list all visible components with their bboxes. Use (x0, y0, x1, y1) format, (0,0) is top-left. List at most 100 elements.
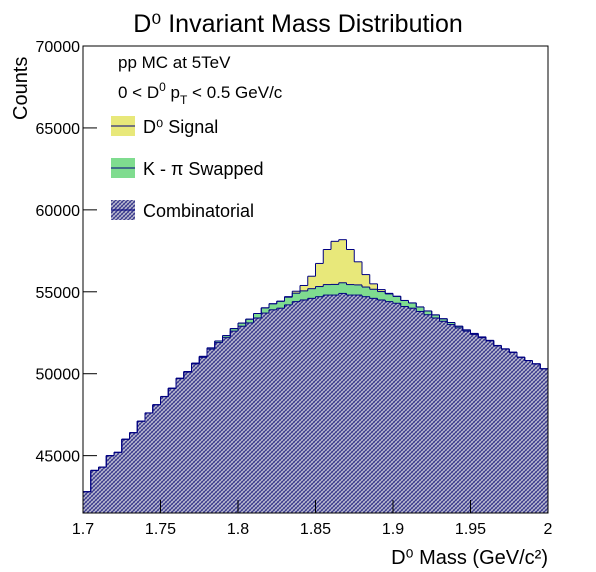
histogram-bin (439, 321, 448, 513)
histogram-bin (393, 296, 402, 304)
histogram-bin (517, 357, 526, 513)
histogram-bin (377, 291, 386, 300)
histogram-bin (400, 306, 409, 513)
histogram-bin (331, 241, 340, 285)
histogram-bin (230, 331, 239, 513)
annotation-part: < 0.5 GeV/c (187, 83, 282, 102)
histogram-bin (369, 283, 378, 290)
histogram-bin (253, 313, 262, 319)
annotation-part: T (180, 93, 188, 107)
histogram-bin (199, 357, 208, 513)
histogram-bin (346, 284, 355, 296)
histogram-bin (478, 337, 487, 513)
histogram-bin (346, 249, 355, 285)
histogram-bin (207, 347, 216, 350)
histogram-bin (377, 299, 386, 513)
y-axis-label: Counts (10, 57, 32, 120)
histogram-bin (354, 261, 363, 285)
x-tick-label: 1.85 (300, 521, 331, 538)
histogram-bin (284, 297, 293, 305)
histogram-bin (276, 308, 285, 513)
histogram-bin (121, 439, 130, 513)
histogram-bin (168, 388, 177, 513)
histogram-bin (501, 349, 510, 513)
histogram-bin (331, 284, 340, 296)
histogram-bin (431, 318, 440, 513)
histogram-bin (323, 284, 332, 296)
histogram-bin (354, 295, 363, 513)
histogram-bin (253, 318, 262, 513)
y-tick-label: 55000 (36, 285, 81, 302)
histogram-bin (292, 291, 301, 294)
x-tick-label: 1.8 (227, 521, 249, 538)
histogram-bin (183, 372, 192, 513)
histogram-bin (447, 324, 456, 513)
histogram-bin (137, 421, 146, 513)
histogram-bin (245, 319, 254, 323)
histogram-bin (362, 296, 371, 513)
histogram-bin (377, 289, 386, 292)
annotation-part: 0 (159, 80, 166, 94)
histogram-bin (214, 342, 223, 513)
legend-label: Combinatorial (143, 201, 254, 221)
histogram-bin (462, 331, 471, 513)
histogram-bin (486, 340, 495, 513)
histogram-bin (532, 363, 541, 513)
histogram-bin (416, 306, 425, 312)
y-tick-label: 60000 (36, 203, 81, 220)
y-tick-label: 70000 (36, 39, 81, 56)
histogram-bin (152, 404, 161, 513)
histogram-bin (338, 239, 347, 283)
histogram-bin (145, 413, 154, 513)
annotation: pp MC at 5TeV (118, 53, 231, 72)
histogram-bin (393, 303, 402, 513)
histogram-bin (346, 295, 355, 513)
histogram-bin (222, 335, 231, 338)
y-tick-label: 45000 (36, 449, 81, 466)
histogram-bin (362, 274, 371, 288)
annotation-part: p (166, 83, 180, 102)
y-tick-label: 50000 (36, 367, 81, 384)
histogram-bin (276, 301, 285, 309)
histogram-bin (307, 276, 316, 289)
chart-title: D⁰ Invariant Mass Distribution (133, 10, 463, 38)
annotation: 0 < D0 pT < 0.5 GeV/c (118, 80, 283, 107)
legend-label: K - π Swapped (143, 159, 263, 179)
histogram-bin (416, 311, 425, 513)
histogram-bin (447, 322, 456, 325)
histogram-bin (83, 491, 92, 513)
histogram-bin (408, 308, 417, 513)
histogram-bin (292, 293, 301, 302)
histogram-bin (338, 282, 347, 294)
histogram-bin (385, 301, 394, 513)
histogram-bin (369, 298, 378, 513)
histogram-bin (362, 287, 371, 297)
histogram-bin (323, 295, 332, 513)
histogram-bin (129, 432, 138, 513)
histogram-bin (222, 337, 231, 513)
histogram-bin (455, 327, 464, 513)
histogram-bin (238, 323, 247, 327)
legend-label: D⁰ Signal (143, 117, 218, 137)
histogram-bin (431, 314, 440, 319)
histogram-bin (300, 299, 309, 513)
annotation-part: 0 < D (118, 83, 159, 102)
histogram-bin (424, 314, 433, 513)
histogram-bin (354, 284, 363, 296)
histogram-bin (307, 298, 316, 513)
histogram-bin (106, 455, 115, 513)
x-tick-label: 1.9 (382, 521, 404, 538)
annotation-part: pp MC at 5TeV (118, 53, 231, 72)
histogram-bin (207, 349, 216, 513)
histogram-bin (230, 328, 239, 332)
histogram-bin (284, 304, 293, 513)
histogram-bin (261, 313, 270, 513)
histogram-bin (300, 290, 309, 300)
histogram-bin (315, 263, 324, 287)
histogram-bin (307, 288, 316, 299)
histogram-bin (338, 293, 347, 513)
histogram-bin (160, 396, 169, 513)
histogram-bin (400, 300, 409, 307)
histogram-bin (261, 307, 270, 314)
